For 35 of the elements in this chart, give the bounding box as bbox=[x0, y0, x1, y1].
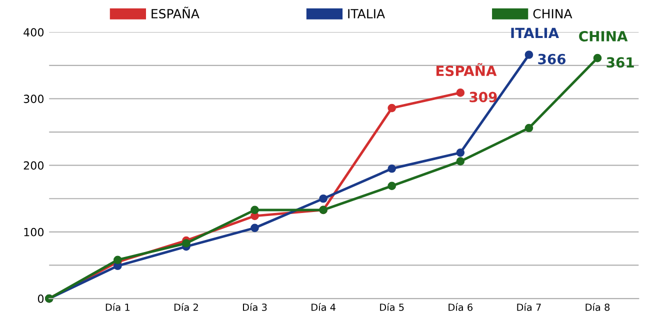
x-tick-label: Día 8 bbox=[586, 303, 610, 311]
y-tick-label: 200 bbox=[24, 161, 44, 170]
point bbox=[456, 88, 465, 97]
point bbox=[250, 206, 259, 214]
x-tick-label: Día 2 bbox=[174, 303, 198, 311]
text: ITALIA bbox=[511, 28, 559, 38]
point bbox=[250, 224, 259, 232]
point bbox=[388, 164, 396, 173]
point bbox=[456, 157, 465, 166]
point bbox=[388, 104, 396, 112]
point bbox=[182, 239, 190, 248]
data-label: 309 bbox=[470, 92, 497, 102]
text: ESPAÑA bbox=[436, 63, 497, 76]
x-tick-label: Día 3 bbox=[243, 303, 267, 311]
y-tick-label: 300 bbox=[24, 94, 44, 104]
legend-label: ESPAÑA bbox=[152, 6, 200, 18]
x-tick-label: Día 4 bbox=[312, 303, 336, 311]
legend-label: CHINA bbox=[533, 8, 572, 18]
point bbox=[456, 148, 465, 157]
text: CHINA bbox=[579, 30, 628, 42]
x-tick-label: Día 7 bbox=[517, 303, 541, 311]
x-tick-label: Día 1 bbox=[106, 303, 130, 311]
y-tick-label: 400 bbox=[24, 28, 44, 36]
point bbox=[388, 182, 396, 190]
y-tick-label: 0 bbox=[38, 294, 44, 303]
point bbox=[524, 124, 534, 132]
legend-label: ITALIA bbox=[348, 9, 385, 18]
y-tick-label: 100 bbox=[24, 228, 44, 236]
point bbox=[524, 50, 534, 59]
x-tick-label: Día 6 bbox=[448, 303, 473, 311]
x-tick-label: Día 5 bbox=[380, 303, 404, 311]
data-label: 366 bbox=[538, 54, 566, 64]
point bbox=[593, 54, 602, 62]
point bbox=[319, 194, 328, 203]
data-label: 361 bbox=[606, 57, 634, 68]
